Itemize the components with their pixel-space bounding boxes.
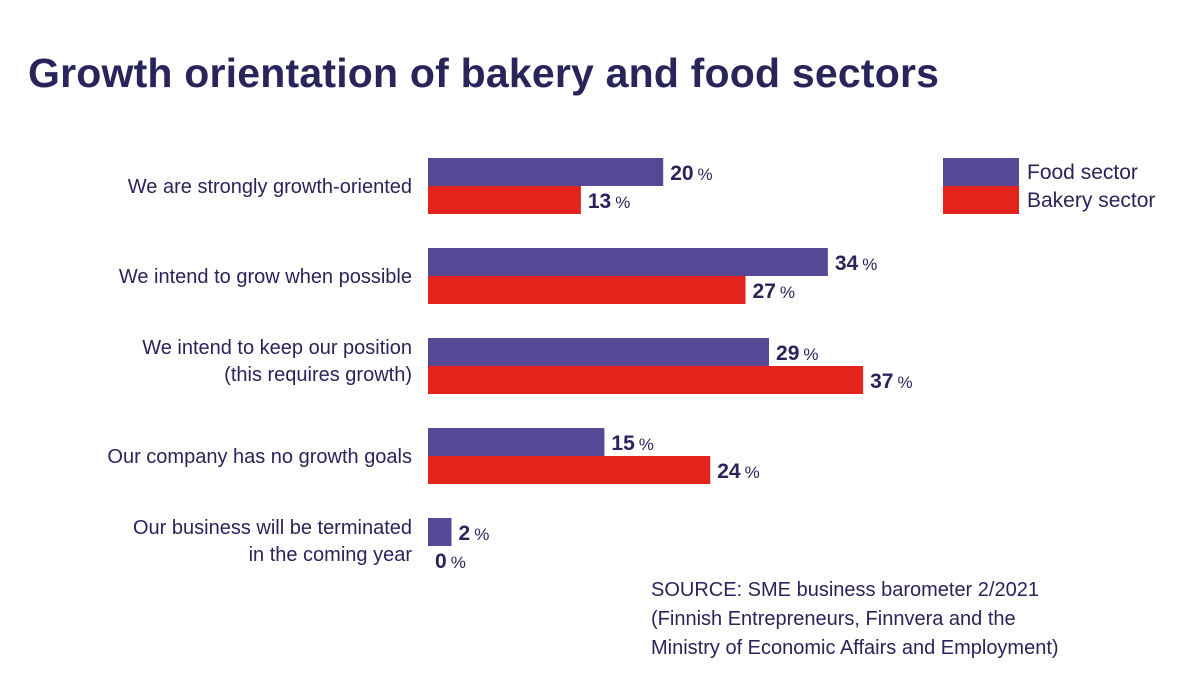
data-label: 15% [611, 432, 653, 455]
bar-bakery [428, 186, 581, 214]
legend-swatch [943, 158, 1019, 186]
data-label: 27% [753, 280, 795, 303]
bar-bakery [428, 366, 864, 394]
data-label: 2% [459, 522, 490, 545]
legend-label: Bakery sector [1027, 189, 1155, 212]
category-label: Our company has no growth goals [107, 446, 412, 468]
data-label: 13% [588, 190, 630, 213]
chart-title: Growth orientation of bakery and food se… [28, 50, 940, 96]
data-label: 29% [776, 342, 818, 365]
data-label: 37% [870, 370, 912, 393]
category-label: Our business will be terminated [133, 517, 412, 539]
bar-food [428, 428, 605, 456]
legend-label: Food sector [1027, 161, 1138, 184]
source-note: SOURCE: SME business barometer 2/2021 (F… [651, 576, 1059, 663]
bar-food [428, 518, 452, 546]
category-label: in the coming year [249, 544, 413, 566]
source-line: Ministry of Economic Affairs and Employm… [651, 637, 1059, 659]
source-line: (Finnish Entrepreneurs, Finnvera and the [651, 608, 1016, 630]
bar-food [428, 338, 770, 366]
data-label: 24% [717, 460, 759, 483]
category-label: We intend to keep our position [142, 337, 412, 359]
bar-bakery [428, 276, 746, 304]
bar-food [428, 248, 828, 276]
category-label: We are strongly growth-oriented [128, 176, 412, 198]
category-label: (this requires growth) [224, 364, 412, 386]
data-label: 0% [435, 550, 466, 573]
data-label: 34% [835, 252, 877, 275]
source-line: SOURCE: SME business barometer 2/2021 [651, 579, 1039, 601]
category-label: We intend to grow when possible [119, 266, 412, 288]
bar-bakery [428, 456, 711, 484]
bar-food [428, 158, 664, 186]
legend-swatch [943, 186, 1019, 214]
data-label: 20% [670, 162, 712, 185]
